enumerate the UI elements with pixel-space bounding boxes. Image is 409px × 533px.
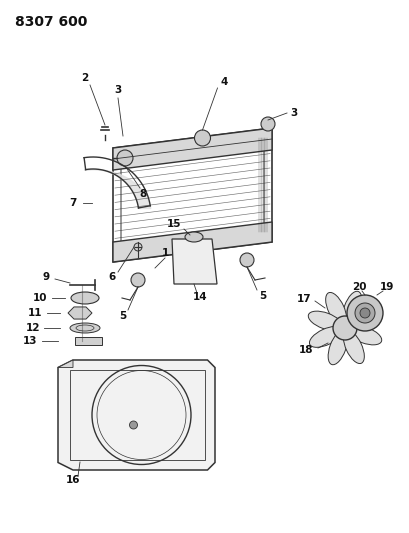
Ellipse shape <box>325 293 346 326</box>
Polygon shape <box>172 239 216 284</box>
Circle shape <box>131 273 145 287</box>
Text: 2: 2 <box>81 73 88 83</box>
Ellipse shape <box>327 331 347 365</box>
Circle shape <box>359 308 369 318</box>
Ellipse shape <box>184 232 202 242</box>
Text: 6: 6 <box>108 272 115 282</box>
Circle shape <box>117 150 133 166</box>
Circle shape <box>134 243 142 251</box>
Polygon shape <box>113 128 271 170</box>
Polygon shape <box>58 360 73 367</box>
Text: 7: 7 <box>69 198 76 208</box>
Circle shape <box>129 421 137 429</box>
Ellipse shape <box>70 323 100 333</box>
Polygon shape <box>113 222 271 262</box>
Ellipse shape <box>308 311 342 330</box>
Circle shape <box>239 253 254 267</box>
Text: 19: 19 <box>379 282 393 292</box>
Circle shape <box>194 130 210 146</box>
Text: 4: 4 <box>220 77 228 87</box>
Text: 3: 3 <box>114 85 121 95</box>
Text: 9: 9 <box>43 272 49 282</box>
Ellipse shape <box>347 326 381 345</box>
Polygon shape <box>68 307 92 319</box>
Text: 18: 18 <box>298 345 312 355</box>
Text: 14: 14 <box>192 292 207 302</box>
Polygon shape <box>58 360 214 470</box>
Text: 3: 3 <box>290 108 297 118</box>
Circle shape <box>261 117 274 131</box>
Circle shape <box>346 295 382 331</box>
Ellipse shape <box>309 326 342 348</box>
Text: 5: 5 <box>259 291 266 301</box>
Text: 16: 16 <box>65 475 80 485</box>
Ellipse shape <box>342 291 361 325</box>
Ellipse shape <box>71 292 99 304</box>
Text: 11: 11 <box>28 308 42 318</box>
Text: 8307 600: 8307 600 <box>15 15 87 29</box>
Text: 10: 10 <box>33 293 47 303</box>
Text: 1: 1 <box>161 248 168 258</box>
Polygon shape <box>75 337 102 345</box>
Ellipse shape <box>347 309 380 329</box>
Text: 17: 17 <box>296 294 310 304</box>
Text: 13: 13 <box>22 336 37 346</box>
Text: 5: 5 <box>119 311 126 321</box>
Text: 20: 20 <box>351 282 365 292</box>
Circle shape <box>354 303 374 323</box>
Ellipse shape <box>343 330 364 364</box>
Text: 8: 8 <box>139 189 146 199</box>
Text: 15: 15 <box>166 219 181 229</box>
Circle shape <box>332 316 356 340</box>
Text: 12: 12 <box>26 323 40 333</box>
